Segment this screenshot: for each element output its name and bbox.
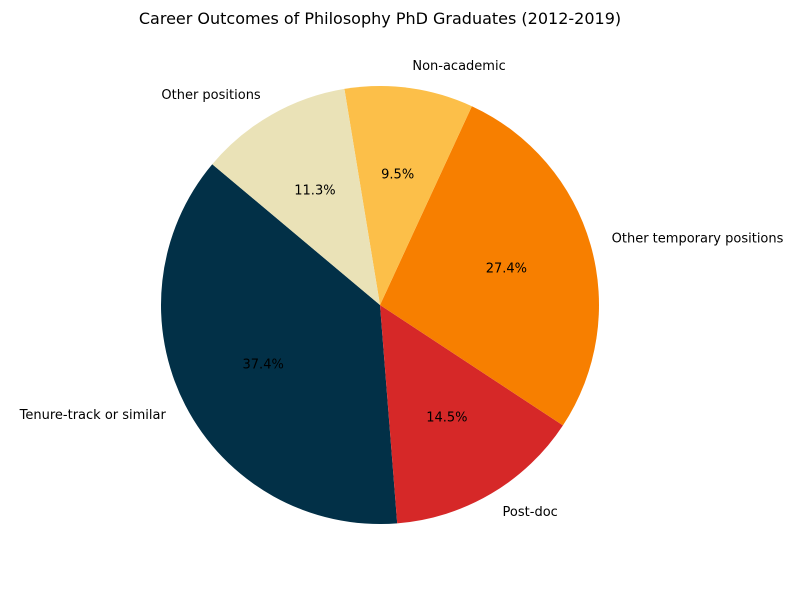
pie-slice-tenure-track-or-similar (160, 164, 398, 525)
pie-slice-post-doc (380, 305, 563, 524)
pie-slice-non-academic (344, 85, 472, 305)
pie-slices (160, 85, 599, 525)
slice-labels: Tenure-track or similar Post-doc Other tem… (19, 59, 784, 520)
pie-slice-other-positions (212, 88, 380, 306)
pie-slice-other-temporary-positions (380, 106, 599, 426)
slice-label-tenure-track-or-similar: Tenure-track or similar (19, 408, 167, 423)
pct-label-post-doc: 14.5% (426, 411, 467, 426)
pct-label-non-academic: 9.5% (381, 167, 414, 182)
slice-label-non-academic: Non-academic (412, 59, 505, 74)
percentage-labels: 37.4% 14.5% 27.4% 9.5% 11.3% (243, 167, 527, 425)
slice-label-other-temporary-positions: Other temporary positions (612, 231, 784, 246)
slice-label-post-doc: Post-doc (503, 505, 558, 520)
chart-title: Career Outcomes of Philosophy PhD Gradua… (139, 9, 621, 28)
pct-label-other-positions: 11.3% (294, 183, 335, 198)
pct-label-other-temporary-positions: 27.4% (486, 261, 527, 276)
pct-label-tenure-track-or-similar: 37.4% (243, 358, 284, 373)
slice-label-other-positions: Other positions (161, 88, 261, 103)
